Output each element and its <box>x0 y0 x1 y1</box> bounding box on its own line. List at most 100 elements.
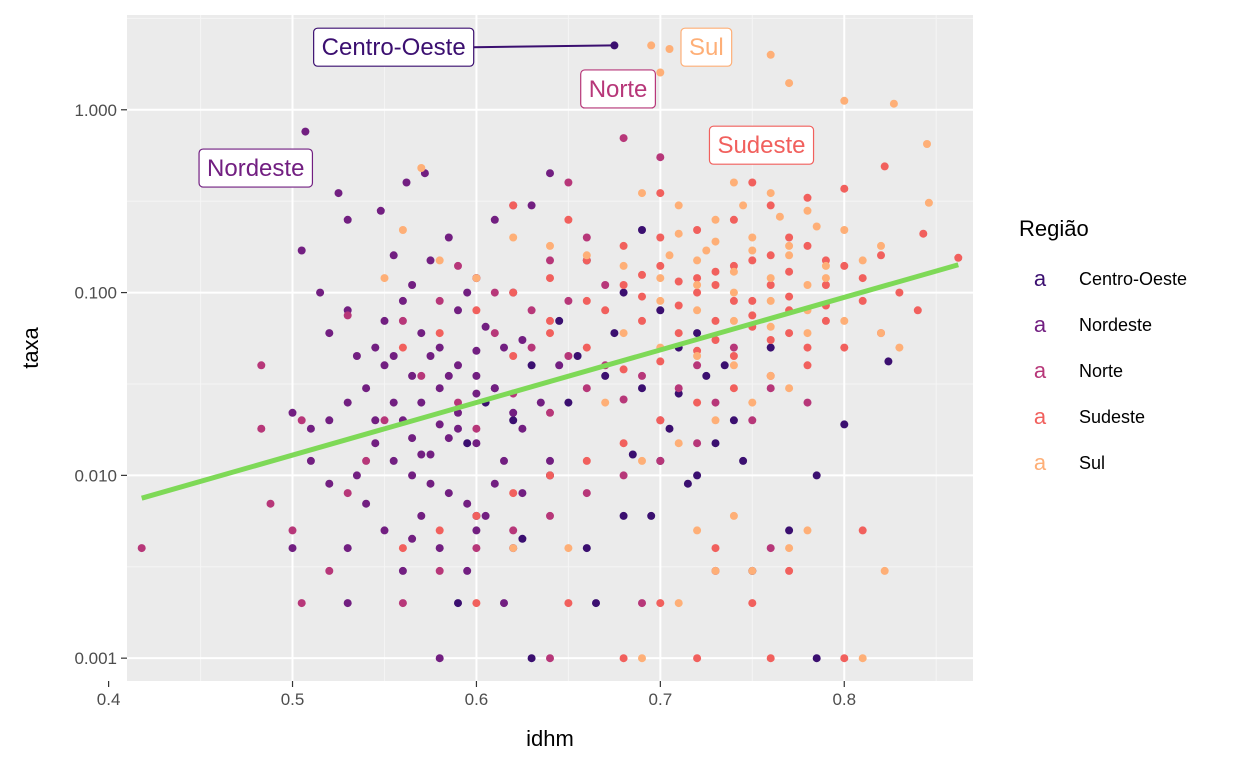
point-norte <box>435 296 444 305</box>
point-centro-oeste <box>555 316 564 325</box>
point-sudeste <box>766 336 775 344</box>
point-nordeste <box>546 456 554 465</box>
point-nordeste <box>288 544 297 553</box>
point-sudeste <box>821 256 830 265</box>
point-centro-oeste <box>601 371 610 380</box>
point-sudeste <box>785 566 794 575</box>
point-nordeste <box>306 456 315 465</box>
point-centro-oeste <box>527 361 536 370</box>
point-nordeste <box>325 329 334 338</box>
point-sudeste <box>840 184 849 193</box>
point-nordeste <box>408 281 417 289</box>
x-axis-ticks: 0.4 0.5 0.6 0.7 0.8 <box>97 681 856 709</box>
point-norte <box>564 296 573 305</box>
point-sul <box>702 246 711 255</box>
point-sul <box>858 654 867 663</box>
point-nordeste <box>500 599 508 608</box>
point-nordeste <box>398 566 407 575</box>
point-sul <box>509 233 518 242</box>
point-sudeste <box>803 241 812 250</box>
point-centro-oeste <box>573 352 582 360</box>
legend-label-centro-oeste: Centro-Oeste <box>1079 269 1187 289</box>
point-sudeste <box>546 274 554 283</box>
point-sudeste <box>858 274 867 283</box>
point-sul <box>509 544 518 553</box>
point-nordeste <box>435 343 444 352</box>
point-nordeste <box>334 189 343 198</box>
point-norte <box>656 153 665 162</box>
point-sul <box>739 201 748 210</box>
point-norte <box>343 489 352 498</box>
point-sudeste <box>472 306 481 315</box>
point-sudeste <box>748 311 757 320</box>
point-norte <box>490 288 499 297</box>
y-axis-ticks: 0.001 0.010 0.100 1.000 <box>74 101 127 668</box>
point-centro-oeste <box>720 361 729 370</box>
point-norte <box>398 316 407 325</box>
point-norte <box>638 599 646 608</box>
point-sudeste <box>582 343 591 352</box>
point-nordeste <box>297 246 306 255</box>
point-nordeste <box>444 233 453 242</box>
point-norte <box>417 371 426 380</box>
point-sudeste <box>546 316 554 325</box>
point-centro-oeste <box>665 424 674 433</box>
point-centro-oeste <box>463 439 472 448</box>
point-sudeste <box>674 329 683 338</box>
point-norte <box>748 416 757 425</box>
point-centro-oeste <box>509 416 518 425</box>
point-sudeste <box>546 329 554 338</box>
point-sul <box>619 261 628 270</box>
point-nordeste <box>481 511 490 520</box>
legend-label-sudeste: Sudeste <box>1079 407 1145 427</box>
point-nordeste <box>472 526 481 535</box>
point-sudeste <box>398 343 407 352</box>
legend-title: Região <box>1019 216 1089 241</box>
point-norte <box>343 311 352 320</box>
point-sul <box>665 45 674 53</box>
annotation-box <box>580 69 656 109</box>
point-norte <box>362 456 371 465</box>
point-sul <box>472 274 481 283</box>
point-nordeste <box>444 489 453 498</box>
point-nordeste <box>417 511 426 520</box>
point-nordeste <box>408 434 417 443</box>
point-sudeste <box>656 357 665 366</box>
point-nordeste <box>402 178 411 187</box>
point-sudeste <box>748 178 757 187</box>
point-nordeste <box>376 206 385 215</box>
point-sul <box>693 352 702 360</box>
point-centro-oeste <box>812 654 821 663</box>
point-norte <box>619 134 628 143</box>
point-nordeste <box>306 424 315 433</box>
point-nordeste <box>527 201 536 210</box>
point-nordeste <box>472 371 481 380</box>
point-sudeste <box>656 261 665 270</box>
point-sudeste <box>840 654 849 663</box>
point-nordeste <box>518 336 527 344</box>
point-sudeste <box>693 654 702 663</box>
point-nordeste <box>389 352 398 360</box>
point-sul <box>729 178 738 187</box>
plot-panel <box>127 15 973 681</box>
point-nordeste <box>454 424 462 433</box>
legend-key-sul: a <box>1034 450 1047 475</box>
point-sudeste <box>619 241 628 250</box>
point-sul <box>803 329 812 338</box>
point-centro-oeste <box>884 357 893 366</box>
point-norte <box>266 499 275 508</box>
point-sudeste <box>711 316 720 325</box>
point-sudeste <box>582 456 591 465</box>
point-sul <box>803 281 812 289</box>
point-sul <box>821 261 830 270</box>
point-nordeste <box>426 352 435 360</box>
region-annotations: Centro-Oeste Sul Norte Sudeste Nordeste <box>198 27 815 188</box>
point-nordeste <box>490 479 499 488</box>
point-norte <box>527 306 536 315</box>
point-sudeste <box>840 261 849 270</box>
point-sul <box>803 206 812 215</box>
point-sul <box>656 68 665 77</box>
point-norte <box>766 384 775 393</box>
point-sul <box>729 316 738 325</box>
